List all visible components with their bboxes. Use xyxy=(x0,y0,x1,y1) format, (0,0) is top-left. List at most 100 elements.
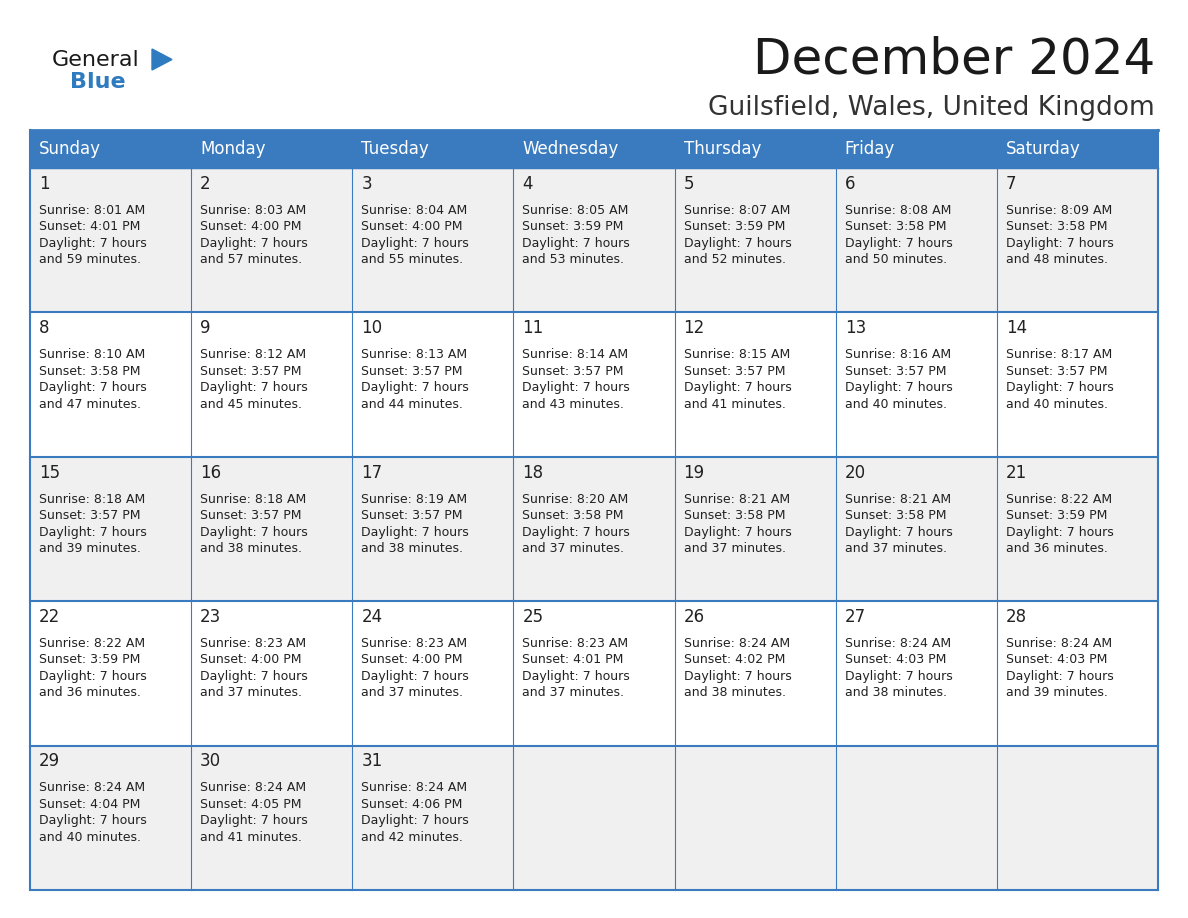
Text: Daylight: 7 hours: Daylight: 7 hours xyxy=(523,670,630,683)
Text: Sunrise: 8:12 AM: Sunrise: 8:12 AM xyxy=(200,348,307,361)
Text: Sunset: 3:58 PM: Sunset: 3:58 PM xyxy=(845,509,946,522)
Bar xyxy=(30,745,191,778)
Text: Sunrise: 8:24 AM: Sunrise: 8:24 AM xyxy=(845,637,950,650)
Text: Sunrise: 8:17 AM: Sunrise: 8:17 AM xyxy=(1006,348,1112,361)
Bar xyxy=(835,457,997,488)
Text: Daylight: 7 hours: Daylight: 7 hours xyxy=(523,526,630,539)
Bar xyxy=(353,312,513,344)
Bar xyxy=(30,168,191,312)
Text: Sunrise: 8:22 AM: Sunrise: 8:22 AM xyxy=(39,637,145,650)
Bar xyxy=(513,168,675,312)
Bar xyxy=(191,312,353,344)
Text: and 48 minutes.: and 48 minutes. xyxy=(1006,253,1108,266)
Text: 14: 14 xyxy=(1006,319,1026,337)
Bar xyxy=(353,312,513,457)
Text: Daylight: 7 hours: Daylight: 7 hours xyxy=(845,526,953,539)
Text: Sunrise: 8:15 AM: Sunrise: 8:15 AM xyxy=(683,348,790,361)
Text: and 40 minutes.: and 40 minutes. xyxy=(845,397,947,410)
Text: Sunset: 4:00 PM: Sunset: 4:00 PM xyxy=(361,220,463,233)
Text: Sunrise: 8:21 AM: Sunrise: 8:21 AM xyxy=(683,493,790,506)
Text: Sunrise: 8:01 AM: Sunrise: 8:01 AM xyxy=(39,204,145,217)
Text: Sunset: 3:57 PM: Sunset: 3:57 PM xyxy=(361,509,463,522)
Text: and 45 minutes.: and 45 minutes. xyxy=(200,397,302,410)
Text: and 44 minutes.: and 44 minutes. xyxy=(361,397,463,410)
Bar xyxy=(997,457,1158,601)
Text: Sunrise: 8:24 AM: Sunrise: 8:24 AM xyxy=(39,781,145,794)
Bar xyxy=(30,457,191,488)
Text: Sunset: 4:05 PM: Sunset: 4:05 PM xyxy=(200,798,302,811)
Text: 15: 15 xyxy=(39,464,61,482)
Text: and 37 minutes.: and 37 minutes. xyxy=(361,687,463,700)
Bar xyxy=(675,168,835,200)
Bar xyxy=(513,745,675,890)
Text: Monday: Monday xyxy=(200,140,266,158)
Text: Sunrise: 8:18 AM: Sunrise: 8:18 AM xyxy=(200,493,307,506)
Text: Sunset: 3:57 PM: Sunset: 3:57 PM xyxy=(845,364,946,377)
Text: Sunset: 4:02 PM: Sunset: 4:02 PM xyxy=(683,654,785,666)
Text: and 47 minutes.: and 47 minutes. xyxy=(39,397,141,410)
Text: and 38 minutes.: and 38 minutes. xyxy=(200,542,302,555)
Bar xyxy=(191,601,353,745)
Text: Sunrise: 8:21 AM: Sunrise: 8:21 AM xyxy=(845,493,950,506)
Bar xyxy=(353,168,513,200)
Text: Daylight: 7 hours: Daylight: 7 hours xyxy=(39,814,147,827)
Bar xyxy=(675,601,835,745)
Text: 30: 30 xyxy=(200,753,221,770)
Text: Daylight: 7 hours: Daylight: 7 hours xyxy=(361,526,469,539)
Bar xyxy=(997,745,1158,890)
Text: and 37 minutes.: and 37 minutes. xyxy=(683,542,785,555)
Text: Sunrise: 8:22 AM: Sunrise: 8:22 AM xyxy=(1006,493,1112,506)
Text: and 38 minutes.: and 38 minutes. xyxy=(361,542,463,555)
Text: 1: 1 xyxy=(39,175,50,193)
Bar xyxy=(513,312,675,344)
Text: Sunset: 4:01 PM: Sunset: 4:01 PM xyxy=(523,654,624,666)
Text: Daylight: 7 hours: Daylight: 7 hours xyxy=(39,381,147,394)
Bar xyxy=(997,601,1158,633)
Bar xyxy=(675,457,835,601)
Text: Daylight: 7 hours: Daylight: 7 hours xyxy=(200,814,308,827)
Text: Sunrise: 8:24 AM: Sunrise: 8:24 AM xyxy=(683,637,790,650)
Bar xyxy=(353,601,513,745)
Bar xyxy=(30,130,191,168)
Text: Sunset: 4:00 PM: Sunset: 4:00 PM xyxy=(361,654,463,666)
Text: Daylight: 7 hours: Daylight: 7 hours xyxy=(523,381,630,394)
Text: Sunrise: 8:24 AM: Sunrise: 8:24 AM xyxy=(200,781,307,794)
Text: Daylight: 7 hours: Daylight: 7 hours xyxy=(200,237,308,250)
Text: Sunset: 4:03 PM: Sunset: 4:03 PM xyxy=(845,654,946,666)
Text: Sunrise: 8:07 AM: Sunrise: 8:07 AM xyxy=(683,204,790,217)
Text: Daylight: 7 hours: Daylight: 7 hours xyxy=(523,237,630,250)
Bar xyxy=(675,312,835,457)
Bar xyxy=(835,457,997,601)
Text: 17: 17 xyxy=(361,464,383,482)
Text: Sunset: 3:57 PM: Sunset: 3:57 PM xyxy=(200,509,302,522)
Text: Wednesday: Wednesday xyxy=(523,140,619,158)
Text: Sunrise: 8:10 AM: Sunrise: 8:10 AM xyxy=(39,348,145,361)
Bar xyxy=(835,168,997,312)
Bar xyxy=(30,312,191,344)
Text: Sunrise: 8:24 AM: Sunrise: 8:24 AM xyxy=(1006,637,1112,650)
Text: Tuesday: Tuesday xyxy=(361,140,429,158)
Bar xyxy=(353,457,513,488)
Text: Sunrise: 8:09 AM: Sunrise: 8:09 AM xyxy=(1006,204,1112,217)
Text: Sunset: 4:01 PM: Sunset: 4:01 PM xyxy=(39,220,140,233)
Text: Sunset: 4:04 PM: Sunset: 4:04 PM xyxy=(39,798,140,811)
Text: 20: 20 xyxy=(845,464,866,482)
Text: Sunset: 3:59 PM: Sunset: 3:59 PM xyxy=(1006,509,1107,522)
Text: 2: 2 xyxy=(200,175,210,193)
Text: General: General xyxy=(52,50,140,70)
Text: Daylight: 7 hours: Daylight: 7 hours xyxy=(39,526,147,539)
Text: and 39 minutes.: and 39 minutes. xyxy=(39,542,141,555)
Text: and 37 minutes.: and 37 minutes. xyxy=(845,542,947,555)
Text: Daylight: 7 hours: Daylight: 7 hours xyxy=(1006,381,1113,394)
Text: Daylight: 7 hours: Daylight: 7 hours xyxy=(683,237,791,250)
Bar xyxy=(835,745,997,890)
Text: and 37 minutes.: and 37 minutes. xyxy=(523,542,625,555)
Text: 4: 4 xyxy=(523,175,533,193)
Text: Daylight: 7 hours: Daylight: 7 hours xyxy=(361,381,469,394)
Text: Sunset: 3:57 PM: Sunset: 3:57 PM xyxy=(683,364,785,377)
Bar xyxy=(353,601,513,633)
Bar xyxy=(997,312,1158,344)
Bar xyxy=(513,168,675,200)
Text: and 55 minutes.: and 55 minutes. xyxy=(361,253,463,266)
Bar xyxy=(997,130,1158,168)
